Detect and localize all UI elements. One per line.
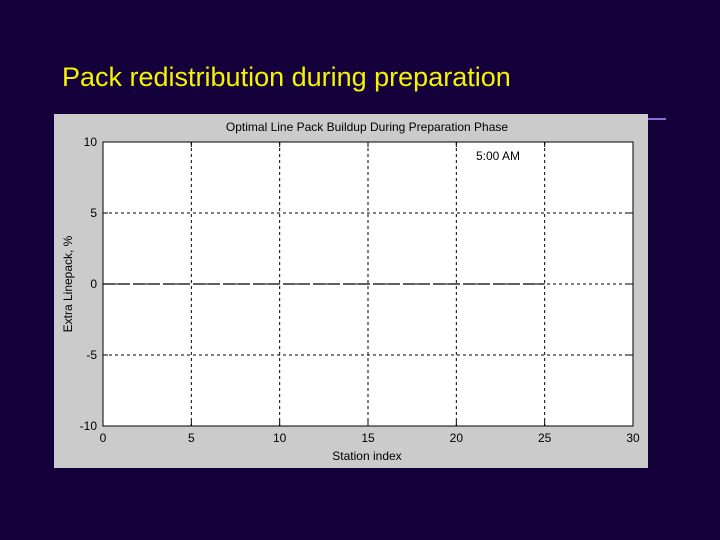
- y-tick-label: 0: [90, 277, 97, 291]
- x-tick-label: 30: [626, 431, 640, 445]
- y-axis-label: Extra Linepack, %: [61, 235, 75, 332]
- x-tick-label: 20: [450, 431, 464, 445]
- y-tick-label: 5: [90, 206, 97, 220]
- tick-layer: 0 5 10 15 20 25 30 10 5 0 -5 -10: [80, 135, 640, 445]
- chart-svg: 0 5 10 15 20 25 30 10 5 0 -5 -10 Optimal Line Pack …: [61, 120, 640, 463]
- y-tick-label: 10: [84, 135, 98, 149]
- x-tick-label: 25: [538, 431, 552, 445]
- x-axis-label: Station index: [332, 449, 401, 463]
- chart-annotation: 5:00 AM: [476, 149, 520, 163]
- x-tick-label: 5: [188, 431, 195, 445]
- x-tick-label: 15: [361, 431, 375, 445]
- chart-title: Optimal Line Pack Buildup During Prepara…: [226, 120, 508, 134]
- x-tick-label: 10: [273, 431, 287, 445]
- x-tick-label: 0: [100, 431, 107, 445]
- chart-figure: 0 5 10 15 20 25 30 10 5 0 -5 -10 Optimal Line Pack …: [54, 114, 648, 468]
- y-tick-label: -10: [80, 419, 98, 433]
- slide-title: Pack redistribution during preparation: [62, 62, 511, 92]
- y-tick-label: -5: [86, 348, 97, 362]
